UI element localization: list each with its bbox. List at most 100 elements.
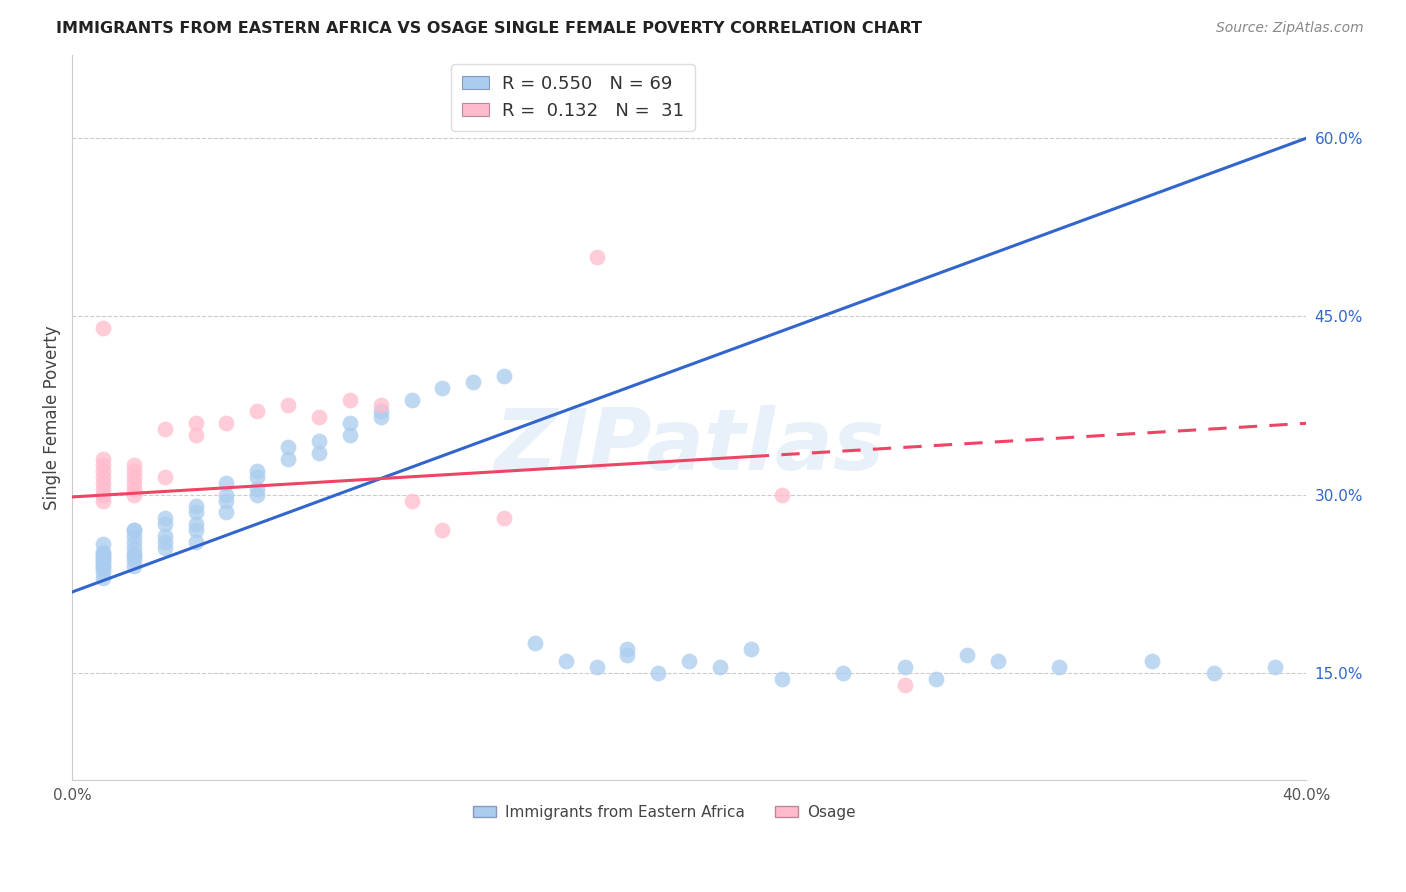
Point bbox=[91, 561, 114, 575]
Point bbox=[184, 517, 207, 532]
Legend: Immigrants from Eastern Africa, Osage: Immigrants from Eastern Africa, Osage bbox=[467, 799, 862, 826]
Point bbox=[122, 535, 145, 549]
Point bbox=[339, 428, 361, 442]
Text: IMMIGRANTS FROM EASTERN AFRICA VS OSAGE SINGLE FEMALE POVERTY CORRELATION CHART: IMMIGRANTS FROM EASTERN AFRICA VS OSAGE … bbox=[56, 21, 922, 37]
Point bbox=[308, 446, 330, 460]
Point bbox=[246, 482, 269, 496]
Point bbox=[616, 648, 638, 662]
Point bbox=[277, 452, 299, 467]
Point bbox=[91, 571, 114, 585]
Point bbox=[91, 549, 114, 564]
Point bbox=[91, 553, 114, 567]
Point bbox=[153, 517, 176, 532]
Point bbox=[678, 654, 700, 668]
Point bbox=[585, 660, 607, 674]
Point bbox=[215, 493, 238, 508]
Point bbox=[956, 648, 979, 662]
Point bbox=[277, 440, 299, 454]
Point bbox=[246, 469, 269, 483]
Point bbox=[122, 558, 145, 573]
Point bbox=[401, 392, 423, 407]
Point bbox=[339, 417, 361, 431]
Point bbox=[246, 464, 269, 478]
Point bbox=[370, 404, 392, 418]
Point bbox=[1264, 660, 1286, 674]
Point bbox=[339, 392, 361, 407]
Point bbox=[308, 434, 330, 449]
Point bbox=[987, 654, 1010, 668]
Point bbox=[122, 475, 145, 490]
Point bbox=[370, 399, 392, 413]
Point bbox=[215, 505, 238, 519]
Point bbox=[770, 487, 793, 501]
Point bbox=[122, 529, 145, 543]
Point bbox=[184, 417, 207, 431]
Point bbox=[91, 544, 114, 558]
Point bbox=[153, 535, 176, 549]
Point bbox=[122, 547, 145, 561]
Point bbox=[122, 469, 145, 483]
Point bbox=[91, 321, 114, 335]
Point bbox=[832, 665, 855, 680]
Point bbox=[91, 557, 114, 571]
Point bbox=[91, 493, 114, 508]
Point bbox=[647, 665, 669, 680]
Point bbox=[184, 535, 207, 549]
Point bbox=[925, 672, 948, 686]
Point bbox=[122, 523, 145, 537]
Point bbox=[91, 469, 114, 483]
Point bbox=[401, 493, 423, 508]
Point bbox=[91, 452, 114, 467]
Point bbox=[122, 482, 145, 496]
Point bbox=[122, 549, 145, 564]
Point bbox=[153, 469, 176, 483]
Point bbox=[215, 417, 238, 431]
Point bbox=[585, 250, 607, 264]
Point bbox=[770, 672, 793, 686]
Point bbox=[523, 636, 546, 650]
Point bbox=[554, 654, 576, 668]
Point bbox=[91, 558, 114, 573]
Point bbox=[122, 487, 145, 501]
Point bbox=[122, 458, 145, 472]
Point bbox=[91, 487, 114, 501]
Point bbox=[184, 523, 207, 537]
Y-axis label: Single Female Poverty: Single Female Poverty bbox=[44, 325, 60, 509]
Point bbox=[277, 399, 299, 413]
Point bbox=[709, 660, 731, 674]
Point bbox=[91, 565, 114, 579]
Point bbox=[91, 464, 114, 478]
Point bbox=[153, 529, 176, 543]
Point bbox=[153, 422, 176, 436]
Point bbox=[184, 505, 207, 519]
Point bbox=[91, 458, 114, 472]
Point bbox=[1047, 660, 1070, 674]
Point bbox=[91, 547, 114, 561]
Point bbox=[432, 381, 454, 395]
Point bbox=[184, 500, 207, 514]
Point bbox=[894, 660, 917, 674]
Point bbox=[122, 541, 145, 555]
Point bbox=[740, 642, 762, 657]
Point bbox=[616, 642, 638, 657]
Point bbox=[122, 464, 145, 478]
Point bbox=[153, 511, 176, 525]
Point bbox=[463, 375, 485, 389]
Point bbox=[494, 368, 516, 383]
Point bbox=[184, 428, 207, 442]
Point bbox=[122, 553, 145, 567]
Point bbox=[1140, 654, 1163, 668]
Point bbox=[894, 677, 917, 691]
Point bbox=[153, 541, 176, 555]
Text: Source: ZipAtlas.com: Source: ZipAtlas.com bbox=[1216, 21, 1364, 36]
Point bbox=[91, 475, 114, 490]
Point bbox=[246, 487, 269, 501]
Point bbox=[370, 410, 392, 425]
Point bbox=[246, 404, 269, 418]
Point bbox=[91, 551, 114, 566]
Point bbox=[1202, 665, 1225, 680]
Point bbox=[122, 523, 145, 537]
Point bbox=[91, 482, 114, 496]
Text: ZIPatlas: ZIPatlas bbox=[494, 405, 884, 488]
Point bbox=[494, 511, 516, 525]
